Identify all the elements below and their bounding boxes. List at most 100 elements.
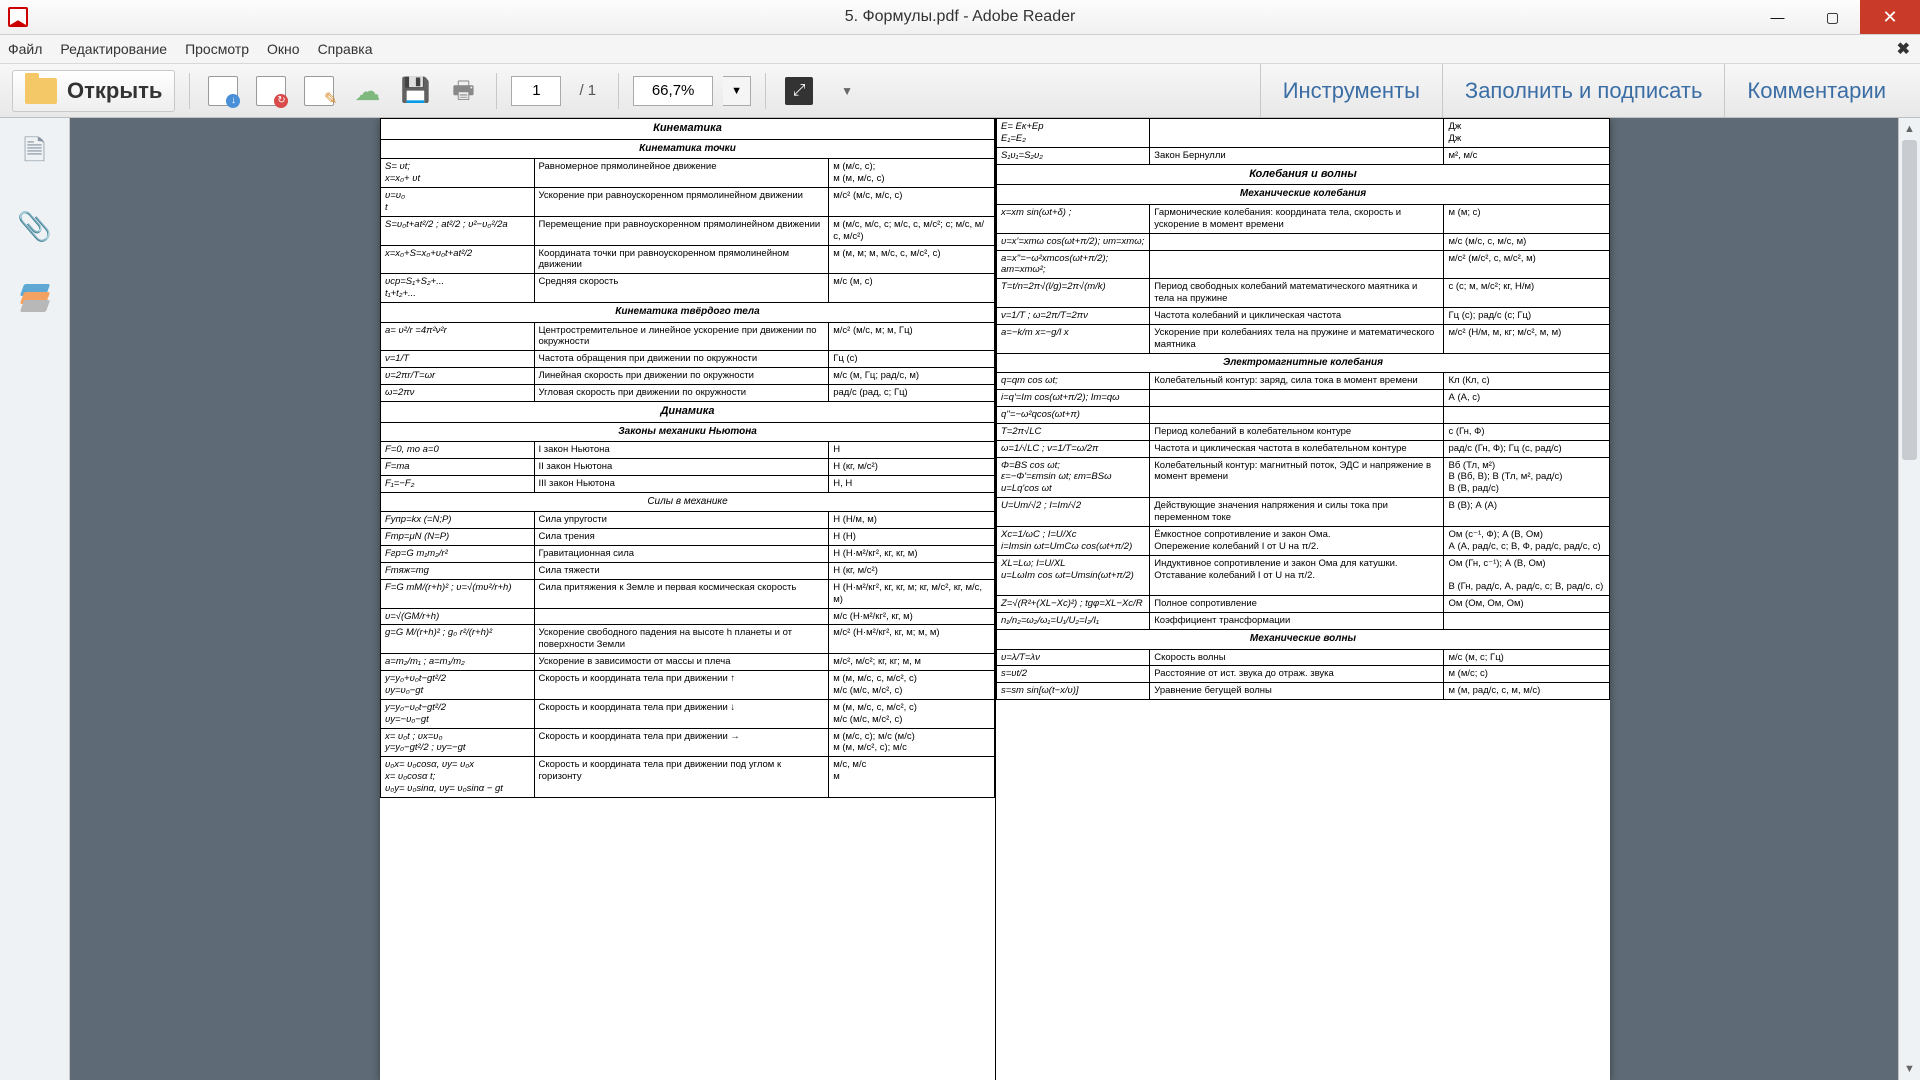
cell	[1444, 613, 1610, 630]
cell: Ускорение при равноускоренном прямолиней…	[534, 188, 829, 217]
app-icon	[8, 7, 28, 27]
cell	[1150, 119, 1444, 148]
cell: м (м, рад/с, с, м, м/с)	[1444, 683, 1610, 700]
attachments-icon[interactable]: 📎	[19, 210, 51, 242]
open-label: Открыть	[67, 78, 162, 104]
table-row: x=x₀+S=x₀+υ₀t+at²/2Координата точки при …	[381, 245, 995, 274]
print-button[interactable]: 🖶	[444, 72, 482, 110]
sign-button[interactable]	[300, 72, 338, 110]
open-button[interactable]: Открыть	[12, 70, 175, 112]
scroll-up-arrow[interactable]: ▲	[1899, 118, 1920, 140]
menu-close-x[interactable]: ✖	[1897, 39, 1910, 59]
cell: Полное сопротивление	[1150, 596, 1444, 613]
cell: Гравитационная сила	[534, 546, 829, 563]
menu-help[interactable]: Справка	[318, 41, 373, 57]
cell: II закон Ньютона	[534, 459, 829, 476]
convert-pdf-button[interactable]	[252, 72, 290, 110]
cell: м/с (м, с; Гц)	[1444, 649, 1610, 666]
minimize-button[interactable]: —	[1750, 0, 1805, 34]
cell: F=0, то a=0	[381, 442, 535, 459]
cell: Средняя скорость	[534, 274, 829, 303]
cell: м (м/с, с); м (м, м/с, с)	[829, 159, 995, 188]
table-row: a=−k/m x=−g/l xУскорение при колебаниях …	[997, 324, 1610, 353]
page-number-input[interactable]	[511, 76, 561, 106]
subheading: Законы механики Ньютона	[381, 422, 995, 442]
cell: Ёмкостное сопротивление и закон Ома. Опе…	[1150, 526, 1444, 555]
cell: S₁υ₁=S₂υ₂	[997, 147, 1150, 164]
table-row: Fтяж=mgСила тяжестиН (кг, м/с²)	[381, 562, 995, 579]
subheading: Механические волны	[997, 630, 1610, 650]
cell: Угловая скорость при движении по окружно…	[534, 385, 829, 402]
cell: I закон Ньютона	[534, 442, 829, 459]
cell: U=Um/√2 ; I=Im/√2	[997, 498, 1150, 527]
cell: Скорость и координата тела при движении …	[534, 671, 829, 700]
formulas-table-right: E= Eк+Eр E₁=E₂Дж ДжS₁υ₁=S₂υ₂Закон Бернул…	[996, 118, 1610, 700]
table-row: υ₀x= υ₀cosα, υy= υ₀x x= υ₀cosα t; υ₀y= υ…	[381, 757, 995, 798]
subheading: Силы в механике	[381, 492, 995, 512]
table-row: Z=√(R²+(XL−Xc)²) ; tgφ=XL−Xc/RПолное соп…	[997, 596, 1610, 613]
cloud-icon: ☁	[352, 76, 382, 106]
vertical-scrollbar[interactable]: ▲ ▼	[1898, 118, 1920, 1080]
pdf-page: Кинематика Кинематика точки S= υt; x=x₀+…	[380, 118, 1610, 1080]
tab-tools[interactable]: Инструменты	[1260, 64, 1442, 117]
table-row: ω=1/√LC ; ν=1/T=ω/2πЧастота и циклическа…	[997, 440, 1610, 457]
main-area: 🗎 📎 Кинематика Кинематика точки S= υt; x…	[0, 118, 1920, 1080]
cell: м (м, м/с, с, м/с², с) м/с (м/с, м/с², с…	[829, 671, 995, 700]
table-row: y=y₀+υ₀t−gt²/2 υy=υ₀−gtСкорость и коорди…	[381, 671, 995, 700]
cell: Линейная скорость при движении по окружн…	[534, 368, 829, 385]
cell: Ускорение свободного падения на высоте h…	[534, 625, 829, 654]
zoom-value[interactable]: 66,7%	[633, 76, 713, 106]
menu-file[interactable]: Файл	[8, 41, 42, 57]
cell: Колебательный контур: магнитный поток, Э…	[1150, 457, 1444, 498]
fit-page-button[interactable]: ⤢	[780, 72, 818, 110]
create-pdf-button[interactable]	[204, 72, 242, 110]
cell: Fтяж=mg	[381, 562, 535, 579]
cell: Период колебаний в колебательном контуре	[1150, 423, 1444, 440]
layers-icon[interactable]	[19, 282, 51, 314]
cell: Сила притяжения к Земле и первая космиче…	[534, 579, 829, 608]
window-title: 5. Формулы.pdf - Adobe Reader	[845, 8, 1076, 26]
thumbnails-icon[interactable]: 🗎	[19, 138, 51, 170]
tools-dropdown[interactable]: ▼	[828, 72, 866, 110]
maximize-button[interactable]: ▢	[1805, 0, 1860, 34]
close-button[interactable]: ✕	[1860, 0, 1920, 34]
cell: Н (Н/м, м)	[829, 512, 995, 529]
cell: υ₀x= υ₀cosα, υy= υ₀x x= υ₀cosα t; υ₀y= υ…	[381, 757, 535, 798]
page-right-column: E= Eк+Eр E₁=E₂Дж ДжS₁υ₁=S₂υ₂Закон Бернул…	[995, 118, 1610, 1080]
separator	[765, 73, 766, 109]
table-row: S=υ₀t+at²/2 ; at²/2 ; υ²−υ₀²/2aПеремещен…	[381, 216, 995, 245]
cell: Координата точки при равноускоренном пря…	[534, 245, 829, 274]
cell: Гармонические колебания: координата тела…	[1150, 204, 1444, 233]
cell: Скорость и координата тела при движении …	[534, 728, 829, 757]
separator	[189, 73, 190, 109]
cell: Частота колебаний и циклическая частота	[1150, 308, 1444, 325]
cell: Ускорение в зависимости от массы и плеча	[534, 654, 829, 671]
table-row: T=t/n=2π√(l/g)=2π√(m/k)Период свободных …	[997, 279, 1610, 308]
save-button[interactable]: 💾	[396, 72, 434, 110]
scroll-down-arrow[interactable]: ▼	[1899, 1058, 1920, 1080]
scroll-thumb[interactable]	[1902, 140, 1917, 460]
cell: Действующие значения напряжения и силы т…	[1150, 498, 1444, 527]
cloud-button[interactable]: ☁	[348, 72, 386, 110]
cell: Индуктивное сопротивление и закон Ома дл…	[1150, 555, 1444, 596]
menu-window[interactable]: Окно	[267, 41, 300, 57]
tab-fill-sign[interactable]: Заполнить и подписать	[1442, 64, 1725, 117]
menu-edit[interactable]: Редактирование	[60, 41, 167, 57]
table-row: U=Um/√2 ; I=Im/√2Действующие значения на…	[997, 498, 1610, 527]
table-row: s=sm sin[ω(t−x/υ)]Уравнение бегущей волн…	[997, 683, 1610, 700]
menu-view[interactable]: Просмотр	[185, 41, 249, 57]
cell: Перемещение при равноускоренном прямолин…	[534, 216, 829, 245]
table-row: y=y₀−υ₀t−gt²/2 υy=−υ₀−gtСкорость и коорд…	[381, 699, 995, 728]
cell: F=ma	[381, 459, 535, 476]
document-viewport[interactable]: Кинематика Кинематика точки S= υt; x=x₀+…	[70, 118, 1920, 1080]
cell: XL=Lω; I=U/XL u=LωIm cos ωt=Umsin(ωt+π/2…	[997, 555, 1150, 596]
cell: T=t/n=2π√(l/g)=2π√(m/k)	[997, 279, 1150, 308]
cell: ω=1/√LC ; ν=1/T=ω/2π	[997, 440, 1150, 457]
table-row: υ=2πr/T=ωrЛинейная скорость при движении…	[381, 368, 995, 385]
title-bar: 5. Формулы.pdf - Adobe Reader — ▢ ✕	[0, 0, 1920, 35]
subheading: Кинематика твёрдого тела	[381, 303, 995, 323]
zoom-dropdown[interactable]: ▼	[723, 76, 751, 106]
cell: Z=√(R²+(XL−Xc)²) ; tgφ=XL−Xc/R	[997, 596, 1150, 613]
tab-comments[interactable]: Комментарии	[1724, 64, 1908, 117]
page-left-column: Кинематика Кинематика точки S= υt; x=x₀+…	[380, 118, 995, 1080]
